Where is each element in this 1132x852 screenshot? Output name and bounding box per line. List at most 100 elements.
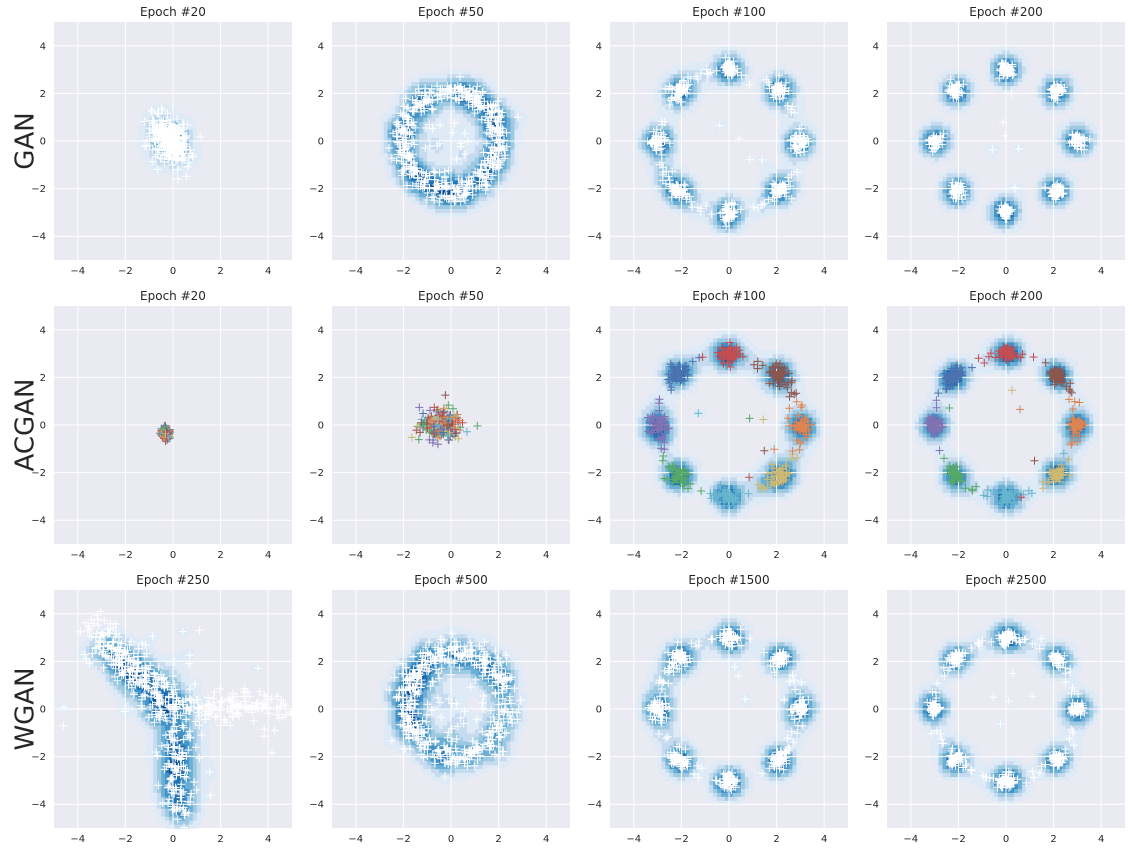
density-cell — [470, 125, 476, 130]
density-cell — [1089, 144, 1094, 150]
density-cell — [510, 113, 516, 118]
density-cell — [188, 125, 194, 130]
y-tick-label: 0 — [40, 137, 46, 148]
density-cell — [435, 212, 440, 217]
density-cell — [958, 105, 963, 110]
density-cell — [942, 101, 948, 106]
density-cell — [946, 172, 952, 178]
scatter-point — [464, 173, 473, 182]
density-cell — [740, 216, 746, 221]
density-cell — [466, 133, 472, 138]
scatter-point — [494, 164, 503, 172]
density-cell — [470, 81, 476, 87]
density-cell — [709, 61, 714, 67]
density-cell — [1017, 192, 1023, 198]
density-cell — [717, 208, 722, 213]
density-cell — [701, 65, 706, 71]
density-cell — [1057, 129, 1063, 134]
density-cell — [1065, 168, 1071, 174]
density-cell — [661, 97, 667, 102]
density-cell — [994, 49, 999, 55]
density-cell — [653, 125, 659, 130]
density-cell — [1061, 200, 1067, 206]
density-cell — [454, 137, 460, 142]
scatter-point — [473, 82, 482, 91]
density-cell — [768, 212, 774, 217]
density-cell — [1061, 125, 1067, 130]
density-cell — [665, 73, 671, 79]
density-cell — [486, 192, 492, 198]
scatter-point — [513, 113, 522, 122]
density-cell — [1061, 148, 1067, 154]
density-cell — [760, 93, 766, 98]
density-cell — [506, 121, 512, 126]
density-cell — [665, 152, 671, 158]
density-cell — [391, 109, 397, 114]
density-cell — [1013, 224, 1019, 229]
density-cell — [693, 77, 698, 83]
density-cell — [447, 156, 452, 162]
scatter-point — [421, 97, 429, 106]
density-cell — [439, 144, 444, 150]
density-cell — [184, 129, 190, 134]
density-cell — [1081, 129, 1086, 134]
density-cell — [383, 121, 389, 126]
density-cell — [447, 109, 452, 114]
density-cell — [478, 133, 484, 138]
density-cell — [157, 101, 162, 106]
density-cell — [451, 105, 456, 110]
density-cell — [736, 208, 742, 213]
density-cell — [1045, 105, 1051, 110]
density-cell — [677, 101, 682, 106]
density-cell — [502, 137, 508, 142]
density-cell — [677, 172, 682, 178]
density-cell — [1069, 156, 1075, 162]
density-cell — [744, 73, 750, 79]
density-cell — [494, 105, 500, 110]
scatter-point — [456, 142, 465, 151]
density-cell — [470, 152, 476, 158]
density-cell — [784, 109, 790, 114]
density-cell — [966, 69, 971, 75]
density-cell — [431, 73, 436, 79]
density-cell — [447, 101, 452, 106]
density-cell — [423, 192, 428, 198]
scatter-point — [393, 117, 402, 126]
scatter-point — [429, 192, 438, 201]
scatter-point — [440, 167, 449, 176]
density-cell — [466, 200, 472, 206]
density-cell — [966, 73, 971, 79]
density-cell — [1069, 129, 1075, 134]
density-cell — [1077, 85, 1082, 91]
density-cell — [736, 196, 742, 202]
density-cell — [756, 156, 762, 162]
density-cell — [391, 156, 397, 162]
density-cell — [946, 69, 952, 75]
density-cell — [721, 53, 726, 59]
density-cell — [454, 77, 460, 83]
density-cell — [950, 168, 956, 174]
density-cell — [1017, 77, 1023, 83]
scatter-point — [470, 100, 479, 109]
scatter-point — [487, 130, 496, 139]
density-cell — [974, 188, 979, 194]
density-cell — [431, 77, 436, 83]
density-cell — [946, 105, 952, 110]
density-cell — [946, 152, 952, 158]
density-cell — [423, 117, 428, 122]
density-cell — [478, 168, 484, 174]
density-cell — [938, 97, 944, 102]
density-cell — [1069, 200, 1075, 206]
density-cell — [1073, 180, 1078, 186]
density-cell — [474, 200, 480, 206]
density-cell — [725, 77, 730, 83]
density-cell — [938, 121, 944, 126]
density-cell — [665, 89, 671, 94]
density-cell — [729, 196, 734, 202]
density-cell — [930, 129, 936, 134]
density-cell — [764, 101, 770, 106]
density-cell — [709, 228, 714, 233]
scatter-point — [485, 123, 494, 132]
density-cell — [661, 125, 667, 130]
density-cell — [447, 168, 452, 174]
